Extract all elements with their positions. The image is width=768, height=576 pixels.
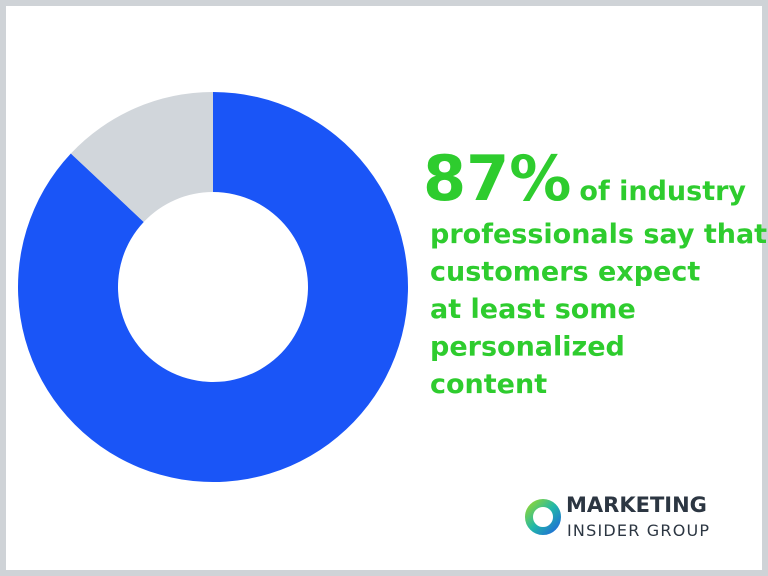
headline-value: 87% xyxy=(423,142,571,215)
caption-line: customers expect xyxy=(430,257,700,288)
slice xyxy=(17,92,409,482)
caption: of industry professionals say that custome… xyxy=(430,176,767,400)
donut xyxy=(17,92,409,482)
logo-line1: MARKETING xyxy=(566,493,707,517)
caption-line: of industry xyxy=(579,176,746,207)
caption-line: personalized xyxy=(430,332,625,363)
logo-icon xyxy=(525,499,561,535)
logo-line2: INSIDER GROUP xyxy=(567,521,710,540)
caption-line: professionals say that xyxy=(430,219,767,250)
caption-line: content xyxy=(430,369,547,400)
caption-line: at least some xyxy=(430,294,636,325)
slice xyxy=(70,92,213,222)
